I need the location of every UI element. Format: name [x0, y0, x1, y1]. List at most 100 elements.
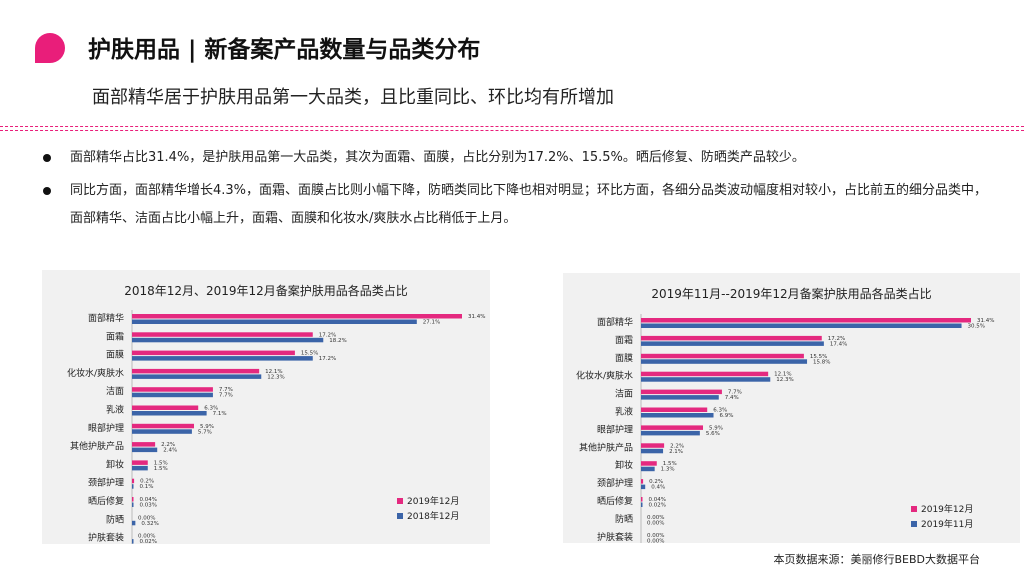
bar	[132, 356, 313, 361]
bar	[641, 484, 646, 490]
data-label: 7.1%	[213, 411, 227, 417]
data-label: 0.32%	[141, 521, 158, 527]
bar	[132, 442, 156, 447]
data-label: 17.2%	[828, 336, 845, 342]
bar	[132, 465, 148, 471]
data-label: 0.00%	[647, 538, 664, 543]
data-label: 0.04%	[649, 497, 666, 503]
data-label: 1.5%	[154, 460, 168, 466]
data-label: 5.9%	[709, 425, 723, 431]
bar	[641, 353, 804, 359]
category-label: 化妆水/爽肤水	[67, 367, 124, 379]
data-label: 1.5%	[154, 466, 168, 472]
category-label: 面霜	[106, 331, 124, 342]
data-label: 31.4%	[977, 318, 994, 324]
bar	[132, 405, 199, 410]
data-label: 5.6%	[706, 431, 720, 437]
data-label: 6.3%	[204, 406, 218, 412]
data-label: 2.2%	[670, 443, 684, 449]
data-label: 0.00%	[647, 515, 664, 521]
bar	[641, 448, 664, 454]
category-label: 乳液	[615, 406, 633, 418]
category-label: 其他护肤产品	[70, 440, 124, 452]
data-label: 7.4%	[725, 395, 739, 401]
category-label: 化妆水/爽肤水	[576, 370, 633, 382]
category-label: 洁面	[106, 385, 124, 397]
category-label: 卸妆	[615, 459, 633, 471]
bar	[641, 502, 643, 507]
category-label: 防晒	[615, 513, 633, 525]
data-label: 1.5%	[663, 461, 677, 467]
data-label: 12.3%	[776, 377, 793, 383]
legend-label: 2019年12月	[921, 503, 973, 515]
bar	[641, 389, 722, 395]
bar	[132, 314, 462, 319]
data-label: 7.7%	[728, 390, 742, 396]
divider-bottom	[0, 130, 1024, 131]
legend-swatch	[911, 521, 917, 527]
data-label: 5.7%	[198, 429, 212, 435]
chart-panel-right: 2019年11月--2019年12月备案护肤用品各品类占比 面部精华 31.4% 3…	[563, 273, 1020, 543]
bar	[132, 332, 313, 337]
bar	[132, 319, 417, 324]
bullet-item: 面部精华占比31.4%，是护肤用品第一大品类，其次为面霜、面膜，占比分别为17.…	[40, 144, 990, 172]
data-label: 12.1%	[265, 369, 282, 375]
category-label: 卸妆	[106, 458, 124, 470]
data-label: 5.9%	[200, 424, 214, 430]
bar	[641, 335, 822, 341]
bar	[132, 368, 260, 374]
bar	[641, 479, 644, 484]
category-label: 洁面	[615, 388, 633, 400]
category-label: 颈部护理	[88, 477, 124, 489]
bar	[641, 323, 962, 328]
bar	[641, 443, 665, 448]
data-label: 12.3%	[267, 374, 284, 380]
page-subtitle: 面部精华居于护肤用品第一大品类，且比重同比、环比均有所增加	[92, 87, 614, 108]
divider-top	[0, 126, 1024, 127]
category-label: 面膜	[106, 350, 124, 361]
bar	[641, 359, 808, 364]
legend-label: 2019年11月	[921, 518, 973, 530]
category-label: 防晒	[106, 513, 124, 525]
category-label: 面膜	[615, 353, 633, 364]
bar	[132, 337, 324, 343]
category-label: 护肤套装	[88, 532, 124, 544]
data-label: 0.2%	[649, 479, 663, 485]
data-label: 12.1%	[774, 372, 791, 378]
data-label: 0.00%	[138, 534, 155, 540]
category-label: 面部精华	[597, 316, 633, 328]
bar	[641, 425, 704, 430]
data-source-note: 本页数据来源：美丽修行BEBD大数据平台	[773, 553, 980, 566]
data-label: 0.1%	[140, 484, 154, 490]
data-label: 15.5%	[810, 354, 827, 360]
bar	[132, 484, 134, 489]
data-label: 0.00%	[647, 533, 664, 539]
brand-mark-icon	[35, 33, 65, 63]
data-label: 0.02%	[140, 539, 157, 544]
data-label: 30.5%	[968, 324, 985, 330]
data-label: 15.5%	[301, 351, 318, 357]
category-label: 护肤套装	[597, 531, 633, 543]
chart-title: 2018年12月、2019年12月备案护肤用品各品类占比	[124, 284, 408, 298]
legend-label: 2018年12月	[407, 510, 459, 522]
data-label: 27.1%	[423, 320, 440, 326]
data-label: 2.1%	[669, 449, 683, 455]
bar	[641, 341, 824, 346]
bar	[132, 392, 213, 398]
bar	[132, 502, 134, 507]
data-label: 6.9%	[720, 413, 734, 419]
bar	[132, 350, 295, 356]
data-label: 1.3%	[661, 467, 675, 473]
data-label: 6.3%	[713, 408, 727, 414]
bar	[132, 374, 262, 379]
data-label: 15.8%	[813, 359, 830, 365]
data-label: 17.4%	[830, 341, 847, 347]
category-label: 乳液	[106, 404, 124, 416]
bar	[132, 520, 136, 526]
data-label: 0.00%	[138, 515, 155, 521]
data-label: 7.7%	[219, 393, 233, 399]
data-label: 31.4%	[468, 314, 485, 320]
legend-swatch	[397, 498, 403, 504]
data-label: 0.4%	[651, 485, 665, 491]
data-label: 2.4%	[163, 448, 177, 454]
